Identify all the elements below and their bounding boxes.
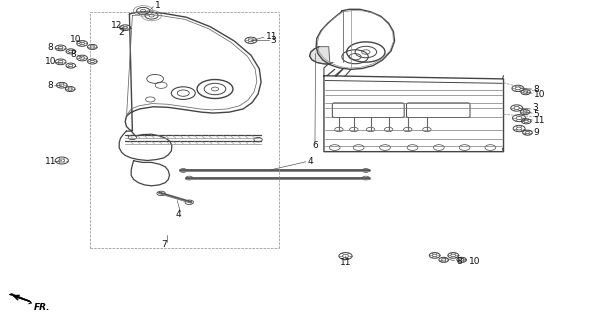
Text: 9: 9 xyxy=(533,128,539,137)
Text: 10: 10 xyxy=(45,57,56,66)
Text: 12: 12 xyxy=(112,20,123,30)
Text: 5: 5 xyxy=(533,109,539,118)
Text: 2: 2 xyxy=(118,28,124,36)
Text: 8: 8 xyxy=(70,50,76,59)
Text: 1: 1 xyxy=(155,1,160,10)
Text: 7: 7 xyxy=(161,240,167,249)
Polygon shape xyxy=(310,47,330,64)
Text: 10: 10 xyxy=(70,36,82,44)
Text: 6: 6 xyxy=(312,141,318,150)
Text: 11: 11 xyxy=(533,116,545,125)
Text: 10: 10 xyxy=(469,257,481,266)
Text: 8: 8 xyxy=(47,81,53,90)
Text: 4: 4 xyxy=(175,210,181,219)
Text: 11: 11 xyxy=(340,258,351,267)
Text: 8: 8 xyxy=(457,257,463,266)
Text: 4: 4 xyxy=(307,157,313,166)
Text: 3: 3 xyxy=(532,103,538,113)
Text: 8: 8 xyxy=(47,43,53,52)
Text: 11: 11 xyxy=(45,157,56,166)
Text: 10: 10 xyxy=(533,90,545,99)
Text: 8: 8 xyxy=(533,85,539,94)
Polygon shape xyxy=(9,293,32,304)
Text: 3: 3 xyxy=(270,36,276,45)
Text: 11: 11 xyxy=(266,32,277,41)
Text: FR.: FR. xyxy=(34,303,51,313)
